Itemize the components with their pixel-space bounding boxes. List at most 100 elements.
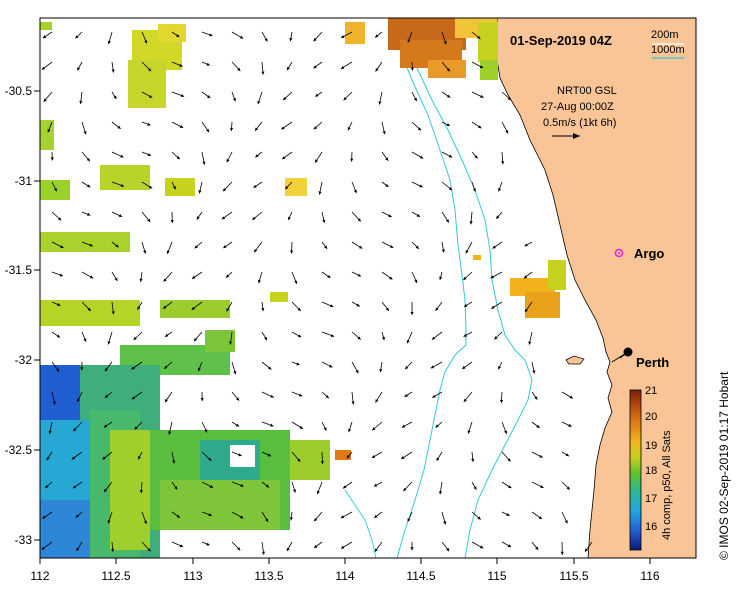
current-arrow-head — [41, 546, 45, 550]
current-arrow-head — [471, 458, 475, 462]
current-arrow-head — [330, 304, 334, 308]
perth-label: Perth — [636, 355, 669, 370]
current-arrow-head — [401, 456, 405, 460]
current-arrow-head — [371, 454, 376, 458]
current-arrow-head — [209, 484, 214, 488]
current-arrow-head — [436, 457, 440, 461]
current-arrow-head — [261, 71, 265, 75]
current-arrow-head — [375, 34, 379, 38]
current-arrow-head — [292, 489, 296, 493]
y-tick-label: -32 — [15, 353, 33, 367]
current-arrow-head — [323, 427, 327, 431]
x-tick-label: 116 — [640, 569, 659, 583]
current-arrow-head — [375, 399, 379, 403]
current-arrow-head — [435, 424, 439, 428]
current-arrow-head — [197, 367, 201, 372]
current-arrow-head — [479, 65, 484, 68]
vector-scale-label: 0.5m/s (1kt 6h) — [543, 117, 616, 129]
current-arrow-head — [314, 517, 318, 522]
current-arrow-head — [446, 68, 450, 72]
colorbar-tick: 18 — [645, 465, 657, 477]
current-arrow-head — [294, 280, 298, 284]
rottnest-island — [565, 355, 585, 365]
current-arrow-head — [432, 394, 436, 398]
current-arrow-head — [163, 278, 167, 282]
current-arrow-head — [179, 124, 184, 128]
current-arrow-head — [57, 217, 62, 221]
current-arrow-head — [221, 216, 226, 220]
current-arrow-head — [229, 341, 233, 345]
current-arrow-head — [564, 520, 568, 524]
current-arrow-head — [226, 308, 230, 312]
date-label: 01-Sep-2019 04Z — [510, 33, 612, 48]
current-arrow-head — [164, 398, 168, 403]
current-arrow-head — [316, 490, 320, 495]
current-arrow-head — [348, 428, 352, 433]
current-arrow-head — [52, 401, 56, 405]
current-arrow-head — [329, 364, 333, 368]
current-arrow-head — [237, 67, 241, 71]
current-vectors — [41, 31, 593, 555]
current-arrow-head — [239, 35, 244, 39]
current-arrow-head — [57, 302, 61, 306]
current-arrow-head — [45, 484, 49, 489]
current-arrow-head — [330, 333, 335, 337]
current-arrow-head — [172, 460, 176, 464]
current-arrow-head — [193, 337, 198, 342]
current-arrow-head — [77, 67, 81, 71]
current-arrow-head — [474, 155, 478, 159]
current-arrow-head — [179, 544, 184, 548]
credit-text: © IMOS 02-Sep-2019 01:17 Hobart — [717, 371, 731, 560]
current-arrow-head — [318, 191, 322, 195]
current-arrow-head — [322, 219, 326, 223]
current-arrow-head — [448, 154, 453, 158]
current-arrow-head — [143, 520, 147, 524]
current-arrow-head — [207, 95, 211, 99]
current-arrow-head — [566, 486, 570, 490]
current-arrow-head — [42, 35, 47, 39]
current-arrow-head — [56, 368, 60, 372]
current-arrow-head — [111, 69, 115, 73]
current-arrow-head — [191, 306, 195, 310]
current-arrow-head — [282, 156, 286, 160]
current-arrow-head — [270, 394, 274, 398]
current-arrow-head — [235, 423, 240, 427]
current-arrow-head — [166, 250, 170, 254]
current-arrow-head — [206, 128, 210, 133]
current-arrow-head — [83, 131, 87, 135]
current-arrow-head — [385, 183, 389, 187]
current-arrow-head — [196, 216, 200, 220]
current-arrow-head — [313, 38, 317, 42]
current-arrow-head — [298, 393, 303, 397]
current-arrow-head — [76, 547, 80, 551]
current-arrow-head — [290, 250, 294, 254]
colorbar-tick: 17 — [645, 493, 657, 505]
model-name: NRT00 GSL — [557, 85, 617, 97]
current-arrow-head — [174, 486, 178, 490]
current-arrow-head — [401, 424, 406, 428]
current-arrow-head — [472, 188, 476, 192]
y-tick-label: -31 — [15, 174, 33, 188]
current-arrow-head — [297, 458, 301, 462]
current-arrow-head — [381, 336, 386, 341]
current-arrow-head — [462, 365, 466, 369]
current-arrow-head — [265, 518, 269, 522]
current-arrow-head — [143, 250, 147, 254]
x-tick-label: 115 — [487, 569, 506, 583]
current-arrow-head — [540, 485, 544, 488]
current-arrow-head — [131, 396, 136, 400]
current-arrow-head — [264, 336, 268, 341]
current-arrow-head — [568, 423, 572, 427]
current-arrow-head — [229, 127, 234, 131]
current-arrow-head — [87, 184, 91, 188]
current-arrow-head — [410, 67, 414, 71]
colorbar-tick: 16 — [645, 521, 657, 533]
current-arrow-head — [388, 214, 392, 218]
current-arrow-head — [507, 544, 512, 547]
current-arrow-head — [133, 336, 137, 340]
current-arrow-head — [131, 366, 135, 370]
y-tick-label: -33 — [15, 533, 33, 547]
current-arrow-head — [239, 515, 244, 519]
current-arrow-head — [419, 184, 423, 188]
